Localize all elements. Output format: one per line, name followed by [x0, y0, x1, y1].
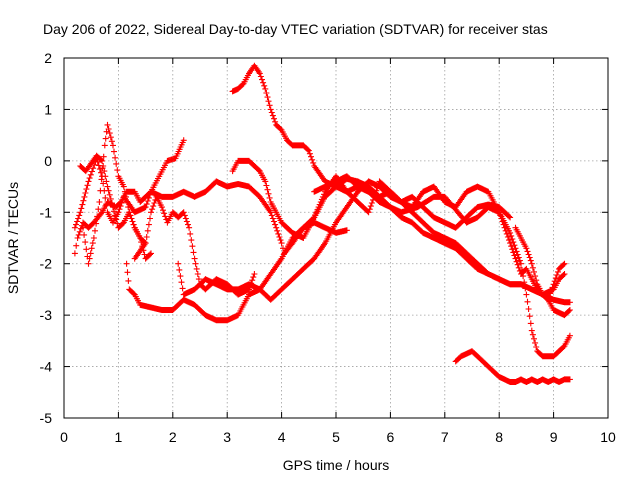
series-track-l: [512, 224, 568, 303]
series-track-i: [229, 157, 568, 298]
plus-markers: [229, 62, 573, 306]
x-tick-labels: 0 1 2 3 4 5 6 7 8 9 10: [60, 429, 616, 445]
x-tick-label: 9: [550, 429, 558, 445]
y-tick-label: -2: [40, 256, 53, 272]
x-axis-label: GPS time / hours: [283, 457, 390, 473]
series-track-h: [229, 62, 573, 306]
y-tick-label: 0: [44, 153, 52, 169]
series-track-g: [131, 193, 258, 298]
x-tick-label: 6: [387, 429, 395, 445]
plus-markers: [512, 224, 568, 303]
x-tick-label: 4: [278, 429, 286, 445]
series-track-e: [123, 219, 350, 324]
plus-markers: [123, 219, 350, 324]
x-tick-label: 10: [600, 429, 616, 445]
x-tick-label: 7: [441, 429, 449, 445]
x-tick-label: 5: [332, 429, 340, 445]
plus-markers: [131, 193, 258, 298]
data-marks: [71, 62, 573, 385]
y-tick-label: -5: [40, 410, 53, 426]
grid-lines: [64, 58, 608, 418]
y-tick-label: 1: [44, 101, 52, 117]
x-tick-label: 0: [60, 429, 68, 445]
y-axis-label: SDTVAR / TECUs: [5, 182, 21, 294]
series-track-j: [452, 348, 573, 385]
y-tick-label: -1: [40, 204, 53, 220]
y-tick-label: 2: [44, 50, 52, 66]
x-tick-label: 8: [495, 429, 503, 445]
y-tick-labels: -5 -4 -3 -2 -1 0 1 2: [40, 50, 53, 426]
y-tick-label: -3: [40, 307, 53, 323]
plus-markers: [80, 121, 154, 267]
chart-title: Day 206 of 2022, Sidereal Day-to-day VTE…: [43, 21, 548, 37]
x-tick-label: 1: [115, 429, 123, 445]
x-tick-label: 3: [223, 429, 231, 445]
y-tick-label: -4: [40, 359, 53, 375]
plus-markers: [452, 348, 573, 385]
plot-frame: [63, 57, 609, 419]
series-track-d: [80, 121, 154, 267]
x-tick-label: 2: [169, 429, 177, 445]
plus-markers: [229, 157, 568, 298]
